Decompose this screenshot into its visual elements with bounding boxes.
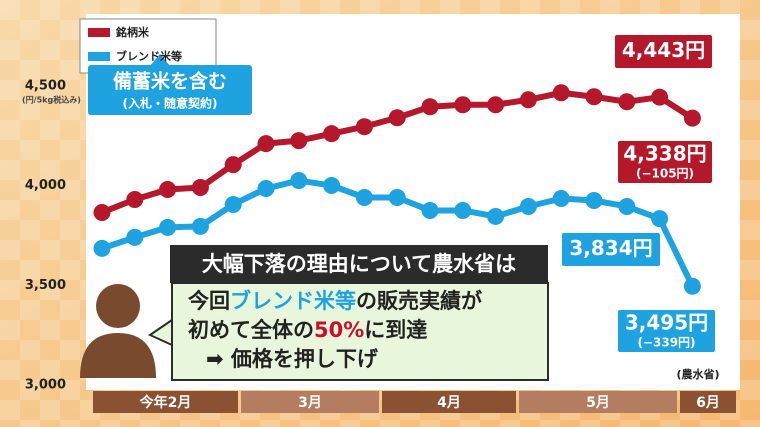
plot [93, 84, 701, 295]
point [651, 210, 669, 228]
y-tick-label: 4,500 [25, 78, 66, 93]
x-group-bar [241, 391, 379, 413]
point [651, 88, 669, 106]
caption-title-box [170, 245, 548, 283]
callout-subtext: (入札・随意契約) [123, 96, 218, 111]
value-label-box [618, 141, 712, 183]
speech-pointer [147, 318, 173, 347]
point [388, 109, 406, 127]
caption-line: 今回ブレンド米等の販売実績が [188, 289, 482, 313]
point [421, 201, 439, 219]
value-label: 3,495円 [625, 311, 708, 335]
point [519, 197, 537, 215]
point [519, 91, 537, 109]
point [454, 96, 472, 114]
change-label: (−339円) [637, 336, 695, 350]
point [93, 203, 111, 221]
caption-segment: ➡ 価格を押し下げ [206, 347, 379, 371]
point [191, 217, 209, 235]
y-tick-label: 4,000 [25, 178, 66, 193]
point [323, 177, 341, 195]
point [257, 135, 275, 153]
legend-swatch [88, 52, 110, 61]
point [126, 228, 144, 246]
value-label-box [615, 35, 712, 68]
legend-swatch [88, 28, 110, 37]
point [487, 96, 505, 114]
point [191, 179, 209, 197]
caption-segment: に到達 [364, 318, 427, 342]
point [126, 191, 144, 208]
point [552, 190, 570, 208]
caption-title: 大幅下落の理由について農水省は [202, 252, 516, 276]
source: (農水省) [676, 367, 719, 381]
callout-box [88, 65, 252, 115]
x-group-label: 3月 [298, 395, 322, 411]
point [683, 277, 701, 295]
x-group-bar [382, 391, 516, 413]
x-group-bar [519, 391, 677, 413]
value-label: 4,338円 [623, 142, 706, 166]
point [224, 195, 242, 213]
point [159, 181, 177, 199]
caption-line: 初めて全体の50%に到達 [188, 318, 427, 342]
point [421, 98, 439, 116]
person-head [96, 284, 140, 328]
point [290, 172, 308, 190]
value-label: 4,443円 [622, 38, 705, 62]
x-group-label: 今年2月 [139, 394, 192, 411]
callout-text: 備蓄米を含む [113, 70, 227, 93]
y-tick-label: 3,500 [25, 278, 66, 293]
point [585, 88, 603, 106]
y-axis-label: (円/5kg税込み) [22, 95, 81, 105]
caption-line: ➡ 価格を押し下げ [206, 347, 379, 371]
value-label: 3,834円 [569, 236, 652, 260]
person-body [80, 333, 156, 378]
point [290, 132, 308, 150]
caption-box [171, 282, 549, 381]
value-label-box [618, 310, 715, 352]
x-group-bar [93, 391, 238, 413]
caption: 大幅下落の理由について農水省は 今回ブレンド米等の販売実績が初めて全体の50%に… [80, 245, 549, 381]
x-group-label: 6月 [696, 395, 720, 411]
value-label-box [562, 233, 660, 266]
x-group-label: 4月 [437, 395, 461, 411]
legend-label: 銘柄米 [116, 25, 150, 39]
x-group-bar [680, 391, 736, 413]
point [93, 239, 111, 257]
point [355, 189, 373, 207]
point [224, 156, 242, 174]
change-label: (−105円) [636, 167, 694, 181]
x-group-label: 5月 [586, 395, 610, 411]
point [585, 191, 603, 209]
point [454, 201, 472, 219]
point [552, 84, 570, 102]
point [618, 197, 636, 215]
point [323, 125, 341, 143]
point [487, 207, 505, 225]
caption-segment: ブレンド米等 [230, 289, 356, 313]
point [388, 189, 406, 207]
caption-segment: の販売実績が [356, 289, 482, 313]
point [618, 93, 636, 111]
caption-segment: 50% [314, 318, 364, 342]
point [257, 180, 275, 198]
point [159, 218, 177, 236]
caption-segment: 今回 [188, 289, 230, 313]
legend-label: ブレンド米等 [116, 49, 182, 63]
callout-pointer [150, 54, 170, 66]
point [355, 118, 373, 136]
point [683, 109, 701, 127]
caption-segment: 初めて全体の [188, 318, 314, 342]
y-tick-label: 3,000 [25, 378, 66, 393]
